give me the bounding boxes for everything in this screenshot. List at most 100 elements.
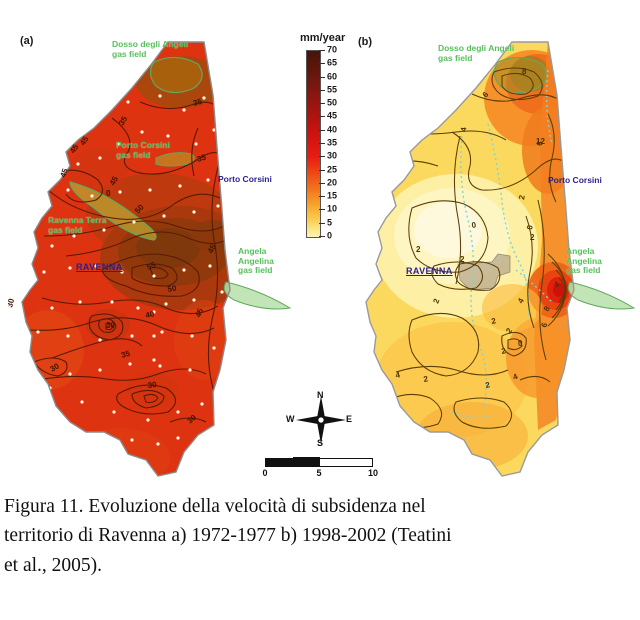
colorbar-tick-label: 25 bbox=[327, 164, 338, 175]
scale-bar: 0 5 10 bbox=[262, 457, 380, 484]
svg-text:4: 4 bbox=[516, 296, 526, 305]
caption-line-1: Figura 11. Evoluzione della velocità di … bbox=[4, 492, 636, 521]
colorbar-tick-mark bbox=[319, 156, 325, 158]
svg-text:2: 2 bbox=[485, 380, 492, 390]
panel-a-label: (a) bbox=[20, 35, 34, 47]
compass-west-label: W bbox=[286, 414, 295, 424]
svg-text:4: 4 bbox=[553, 279, 562, 289]
svg-text:6: 6 bbox=[535, 140, 544, 146]
gas-field-label-dosso-a: Dosso degli Angeli gas field bbox=[112, 39, 189, 59]
colorbar-gradient bbox=[306, 50, 321, 238]
city-label-ravenna-b: RAVENNA bbox=[406, 266, 453, 276]
colorbar-tick-label: 40 bbox=[327, 124, 338, 135]
svg-text:35: 35 bbox=[120, 349, 132, 360]
gas-field-label-ravenna-terra-a: Ravenna Terra gas field bbox=[48, 215, 107, 235]
compass-east-label: E bbox=[346, 414, 353, 424]
svg-text:2: 2 bbox=[460, 255, 465, 264]
colorbar-tick-label: 35 bbox=[327, 137, 338, 148]
city-label-ravenna-a: RAVENNA bbox=[76, 262, 123, 272]
colorbar-tick-mark bbox=[319, 182, 325, 184]
svg-text:2: 2 bbox=[491, 316, 498, 326]
colorbar-tick-mark bbox=[319, 169, 325, 171]
map-b-waterways bbox=[451, 69, 553, 419]
colorbar-tick-label: 70 bbox=[327, 44, 338, 55]
gas-field-label-angela-angelina-b: Angela Angelina gas field bbox=[566, 246, 602, 276]
svg-text:50: 50 bbox=[167, 283, 178, 294]
colorbar-tick-label: 5 bbox=[327, 217, 333, 228]
map-b-urban-area bbox=[457, 253, 511, 291]
scale-bar-track bbox=[265, 457, 373, 467]
svg-text:0: 0 bbox=[525, 224, 535, 230]
colorbar-tick-label: 50 bbox=[327, 97, 338, 108]
compass-south-label: S bbox=[317, 438, 324, 448]
svg-text:40: 40 bbox=[145, 309, 156, 320]
scale-bar-tick-label: 10 bbox=[367, 468, 379, 478]
svg-text:0: 0 bbox=[471, 220, 477, 230]
city-label-porto-corsini-b: Porto Corsini bbox=[548, 175, 602, 185]
city-label-porto-corsini-a: Porto Corsini bbox=[218, 174, 272, 184]
colorbar-tick-mark bbox=[319, 63, 325, 65]
colorbar-tick-mark bbox=[319, 103, 325, 105]
colorbar-tick-label: 10 bbox=[327, 203, 338, 214]
svg-text:55: 55 bbox=[145, 260, 157, 272]
svg-text:35: 35 bbox=[196, 152, 208, 163]
svg-text:8: 8 bbox=[522, 67, 527, 76]
compass-needle-icon bbox=[296, 396, 346, 444]
colorbar-tick-label: 55 bbox=[327, 84, 338, 95]
svg-text:0: 0 bbox=[106, 189, 111, 198]
colorbar-tick-label: 45 bbox=[327, 110, 338, 121]
map-a-contour-labels: 35 35 35 45 45 45 45 50 0 55 45 50 40 45… bbox=[8, 97, 218, 426]
svg-text:4: 4 bbox=[395, 370, 401, 380]
svg-text:2: 2 bbox=[423, 374, 429, 384]
svg-text:30: 30 bbox=[147, 380, 157, 390]
caption-line-3: et al., 2005). bbox=[4, 554, 103, 576]
scale-bar-segment-1 bbox=[266, 459, 293, 466]
svg-text:30: 30 bbox=[106, 321, 115, 330]
colorbar-tick-mark bbox=[319, 196, 325, 198]
colorbar-tick-label: 0 bbox=[327, 230, 333, 241]
map-b-contours bbox=[386, 67, 567, 429]
svg-text:45: 45 bbox=[58, 167, 70, 179]
svg-text:6: 6 bbox=[481, 90, 491, 100]
colorbar-tick-mark bbox=[319, 143, 325, 144]
compass-north-label: N bbox=[317, 390, 324, 400]
svg-text:4: 4 bbox=[512, 372, 520, 382]
map-a-boundary bbox=[21, 41, 231, 477]
colorbar-tick-label: 60 bbox=[327, 71, 338, 82]
svg-text:2: 2 bbox=[501, 346, 508, 356]
colorbar-tick-mark bbox=[319, 89, 325, 91]
compass-rose: N S W E bbox=[282, 390, 360, 450]
svg-text:2: 2 bbox=[517, 194, 527, 200]
svg-text:2: 2 bbox=[416, 245, 421, 254]
colorbar-tick-mark bbox=[319, 236, 325, 237]
map-a-svg: 35 35 35 45 45 45 45 50 0 55 45 50 40 45… bbox=[8, 41, 292, 477]
colorbar-tick-mark bbox=[319, 222, 325, 224]
colorbar: mm/year 70 65 60 55 50 45 40 35 30 25 20 15 10 5 0 bbox=[300, 32, 356, 252]
svg-text:4: 4 bbox=[459, 126, 468, 132]
map-a-contours bbox=[29, 101, 227, 423]
svg-text:12: 12 bbox=[536, 137, 545, 146]
svg-text:2: 2 bbox=[530, 233, 535, 242]
caption-line-1-text: Figura 11. Evoluzione della velocità di … bbox=[4, 496, 426, 517]
colorbar-tick-mark bbox=[319, 129, 325, 131]
map-b-svg: 8 6 4 6 12 2 0 0 2 2 2 4 8 6 4 2 2 bbox=[365, 41, 636, 477]
svg-text:45: 45 bbox=[194, 307, 206, 319]
caption-line-2-text: territorio di Ravenna a) 1972-1977 b) 19… bbox=[4, 525, 452, 547]
panel-b-label: (b) bbox=[358, 36, 373, 48]
gas-field-label-porto-corsini-a: Porto Corsini gas field bbox=[116, 140, 170, 160]
colorbar-title: mm/year bbox=[300, 32, 346, 44]
colorbar-tick-mark bbox=[319, 116, 325, 118]
scale-bar-segment-2 bbox=[293, 457, 320, 466]
colorbar-tick-mark bbox=[319, 76, 325, 78]
colorbar-tick-mark bbox=[319, 50, 325, 51]
svg-text:2: 2 bbox=[431, 297, 441, 305]
gas-field-label-angela-angelina-a: Angela Angelina gas field bbox=[238, 246, 274, 276]
svg-text:30: 30 bbox=[8, 297, 16, 308]
map-b-contour-labels: 8 6 4 6 12 2 0 0 2 2 2 4 8 6 4 2 2 bbox=[395, 67, 562, 390]
scale-bar-tick-label: 0 bbox=[262, 468, 268, 478]
svg-text:35: 35 bbox=[192, 97, 204, 108]
map-panel-a: 35 35 35 45 45 45 45 50 0 55 45 50 40 45… bbox=[8, 40, 298, 480]
colorbar-tick-label: 30 bbox=[327, 150, 338, 161]
svg-text:6: 6 bbox=[539, 321, 549, 329]
